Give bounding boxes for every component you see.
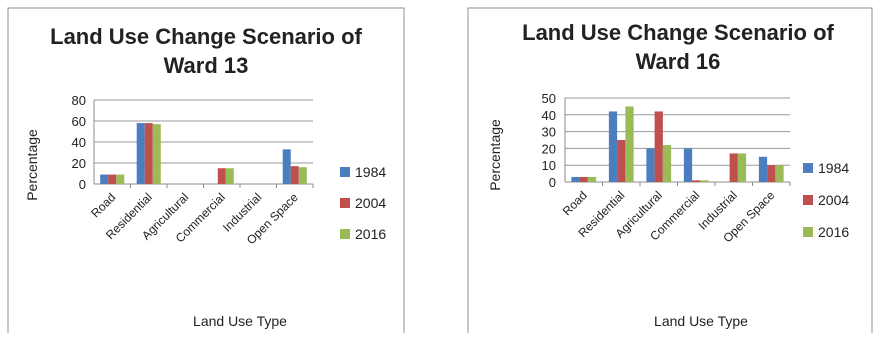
legend-swatch: [803, 227, 813, 237]
y-tick-label: 20: [542, 141, 556, 156]
y-tick-label: 60: [72, 114, 86, 129]
legend-swatch: [803, 163, 813, 173]
y-axis-label: Percentage: [24, 129, 40, 201]
legend-label: 2016: [355, 226, 386, 242]
legend-swatch: [803, 195, 813, 205]
bar-2016-agricultural: [662, 145, 672, 182]
bar-1984-commercial: [683, 148, 693, 182]
bar-2016-open-space: [298, 167, 307, 184]
chart-title-line-2: Ward 13: [164, 53, 249, 78]
legend-label: 1984: [355, 164, 386, 180]
bar-1984-road: [100, 174, 109, 184]
chart-ward-13: Land Use Change Scenario of Ward 13 Perc…: [7, 7, 405, 338]
legend-label: 1984: [818, 160, 849, 176]
bar-1984-agricultural: [646, 148, 655, 182]
bar-2016-road: [116, 174, 125, 184]
bar-2016-open-space: [775, 165, 784, 182]
bar-2004-open-space: [290, 166, 299, 184]
y-tick-label: 40: [72, 135, 86, 150]
y-tick-label: 50: [542, 91, 556, 106]
bar-2016-residential: [152, 124, 161, 184]
y-tick-label: 0: [79, 177, 86, 192]
y-tick-label: 30: [542, 125, 556, 140]
legend-swatch: [340, 229, 350, 239]
x-axis-label: Land Use Type: [654, 313, 748, 329]
bar-2004-road: [108, 174, 117, 184]
bar-2016-road: [587, 176, 597, 182]
bar-1984-open-space: [282, 149, 291, 184]
bar-2004-industrial: [729, 153, 738, 182]
bar-2004-commercial: [692, 180, 701, 182]
legend-label: 2016: [818, 224, 849, 240]
y-tick-label: 10: [542, 158, 556, 173]
bar-2004-residential: [144, 123, 153, 184]
y-axis-label: Percentage: [487, 119, 503, 191]
y-tick-label: 0: [549, 175, 556, 190]
y-tick-label: 40: [542, 108, 556, 123]
y-tick-label: 20: [72, 156, 86, 171]
chart-ward-16: Land Use Change Scenario of Ward 16 Perc…: [467, 7, 873, 338]
legend-swatch: [340, 167, 350, 177]
bar-2016-residential: [625, 106, 634, 182]
bar-2004-open-space: [767, 165, 776, 182]
bar-2016-commercial: [225, 168, 234, 184]
bar-2016-commercial: [700, 180, 709, 182]
bar-1984-open-space: [758, 156, 768, 182]
bar-2016-industrial: [737, 153, 747, 182]
legend-label: 2004: [355, 195, 386, 211]
bar-1984-residential: [608, 111, 618, 182]
bar-1984-residential: [136, 123, 145, 184]
x-axis-label: Land Use Type: [193, 313, 287, 329]
legend-swatch: [340, 198, 350, 208]
bar-1984-road: [571, 176, 580, 182]
chart-title-line-2: Ward 16: [636, 49, 721, 74]
legend-label: 2004: [818, 192, 849, 208]
bar-2004-agricultural: [654, 111, 663, 182]
bar-2004-road: [579, 176, 588, 182]
y-tick-label: 80: [72, 93, 86, 108]
chart-frame: [7, 7, 405, 338]
chart-title-line-1: Land Use Change Scenario of: [50, 24, 362, 49]
bar-2004-commercial: [217, 168, 226, 184]
bar-2004-residential: [617, 140, 626, 182]
chart-title-line-1: Land Use Change Scenario of: [522, 20, 834, 45]
